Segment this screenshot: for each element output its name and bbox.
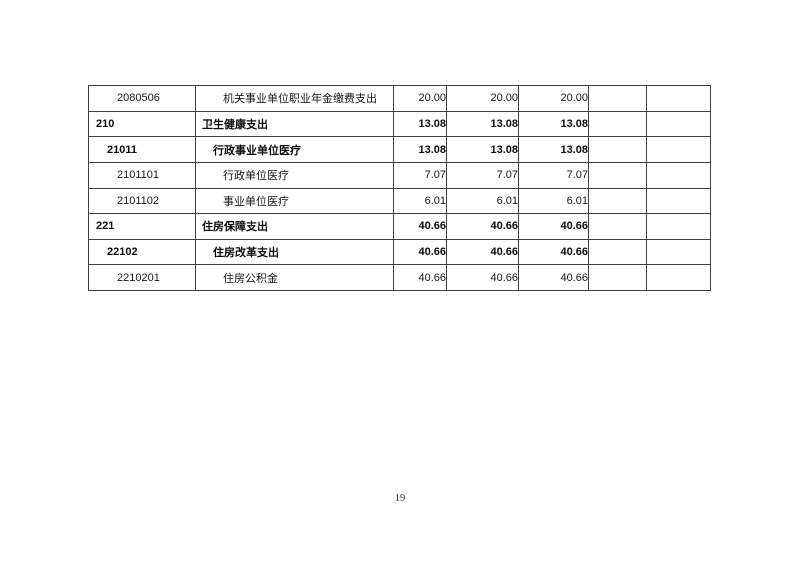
amount-cell-3: 6.01 xyxy=(518,187,589,215)
amount-cell-2: 6.01 xyxy=(446,187,519,215)
blank-cell xyxy=(646,136,711,163)
code-cell: 221 xyxy=(88,213,196,240)
blank-cell xyxy=(588,213,647,240)
table-row: 22102 住房改革支出 40.66 40.66 40.66 xyxy=(88,238,711,266)
amount-cell-2: 40.66 xyxy=(446,213,519,240)
amount-cell-2: 13.08 xyxy=(446,110,519,138)
blank-cell xyxy=(588,85,647,112)
page-number: 19 xyxy=(394,493,406,504)
amount-cell-1: 6.01 xyxy=(393,187,447,215)
amount-cell-1: 40.66 xyxy=(393,238,447,266)
name-cell: 住房保障支出 xyxy=(195,213,394,240)
blank-cell xyxy=(646,187,711,215)
blank-cell xyxy=(588,110,647,138)
amount-cell-1: 40.66 xyxy=(393,264,447,291)
amount-cell-3: 13.08 xyxy=(518,136,589,163)
table-row: 21011 行政事业单位医疗 13.08 13.08 13.08 xyxy=(88,136,711,163)
name-cell: 事业单位医疗 xyxy=(195,187,394,215)
blank-cell xyxy=(646,264,711,291)
amount-cell-3: 13.08 xyxy=(518,110,589,138)
blank-cell xyxy=(588,238,647,266)
amount-cell-3: 20.00 xyxy=(518,85,589,112)
blank-cell xyxy=(588,264,647,291)
table-row: 2210201 住房公积金 40.66 40.66 40.66 xyxy=(88,264,711,291)
amount-cell-3: 40.66 xyxy=(518,264,589,291)
table-row: 210 卫生健康支出 13.08 13.08 13.08 xyxy=(88,110,711,138)
code-cell: 2101101 xyxy=(88,161,196,189)
code-cell: 2101102 xyxy=(88,187,196,215)
table-row: 2101102 事业单位医疗 6.01 6.01 6.01 xyxy=(88,187,711,215)
amount-cell-2: 13.08 xyxy=(446,136,519,163)
code-cell: 2210201 xyxy=(88,264,196,291)
amount-cell-1: 20.00 xyxy=(393,85,447,112)
blank-cell xyxy=(646,213,711,240)
code-cell: 2080506 xyxy=(88,85,196,112)
amount-cell-3: 40.66 xyxy=(518,238,589,266)
amount-cell-1: 13.08 xyxy=(393,110,447,138)
code-cell: 22102 xyxy=(88,238,196,266)
blank-cell xyxy=(646,85,711,112)
budget-table: 2080506 机关事业单位职业年金缴费支出 20.00 20.00 20.00… xyxy=(88,85,711,291)
amount-cell-2: 7.07 xyxy=(446,161,519,189)
blank-cell xyxy=(646,161,711,189)
table-row: 2080506 机关事业单位职业年金缴费支出 20.00 20.00 20.00 xyxy=(88,85,711,112)
amount-cell-2: 40.66 xyxy=(446,238,519,266)
blank-cell xyxy=(646,110,711,138)
name-cell: 行政单位医疗 xyxy=(195,161,394,189)
table-row: 2101101 行政单位医疗 7.07 7.07 7.07 xyxy=(88,161,711,189)
amount-cell-1: 13.08 xyxy=(393,136,447,163)
name-cell: 卫生健康支出 xyxy=(195,110,394,138)
table-row: 221 住房保障支出 40.66 40.66 40.66 xyxy=(88,213,711,240)
code-cell: 21011 xyxy=(88,136,196,163)
name-cell: 机关事业单位职业年金缴费支出 xyxy=(195,85,394,112)
amount-cell-2: 20.00 xyxy=(446,85,519,112)
amount-cell-3: 40.66 xyxy=(518,213,589,240)
amount-cell-2: 40.66 xyxy=(446,264,519,291)
amount-cell-3: 7.07 xyxy=(518,161,589,189)
blank-cell xyxy=(588,136,647,163)
blank-cell xyxy=(646,238,711,266)
name-cell: 住房改革支出 xyxy=(195,238,394,266)
amount-cell-1: 40.66 xyxy=(393,213,447,240)
blank-cell xyxy=(588,187,647,215)
code-cell: 210 xyxy=(88,110,196,138)
amount-cell-1: 7.07 xyxy=(393,161,447,189)
name-cell: 行政事业单位医疗 xyxy=(195,136,394,163)
blank-cell xyxy=(588,161,647,189)
name-cell: 住房公积金 xyxy=(195,264,394,291)
